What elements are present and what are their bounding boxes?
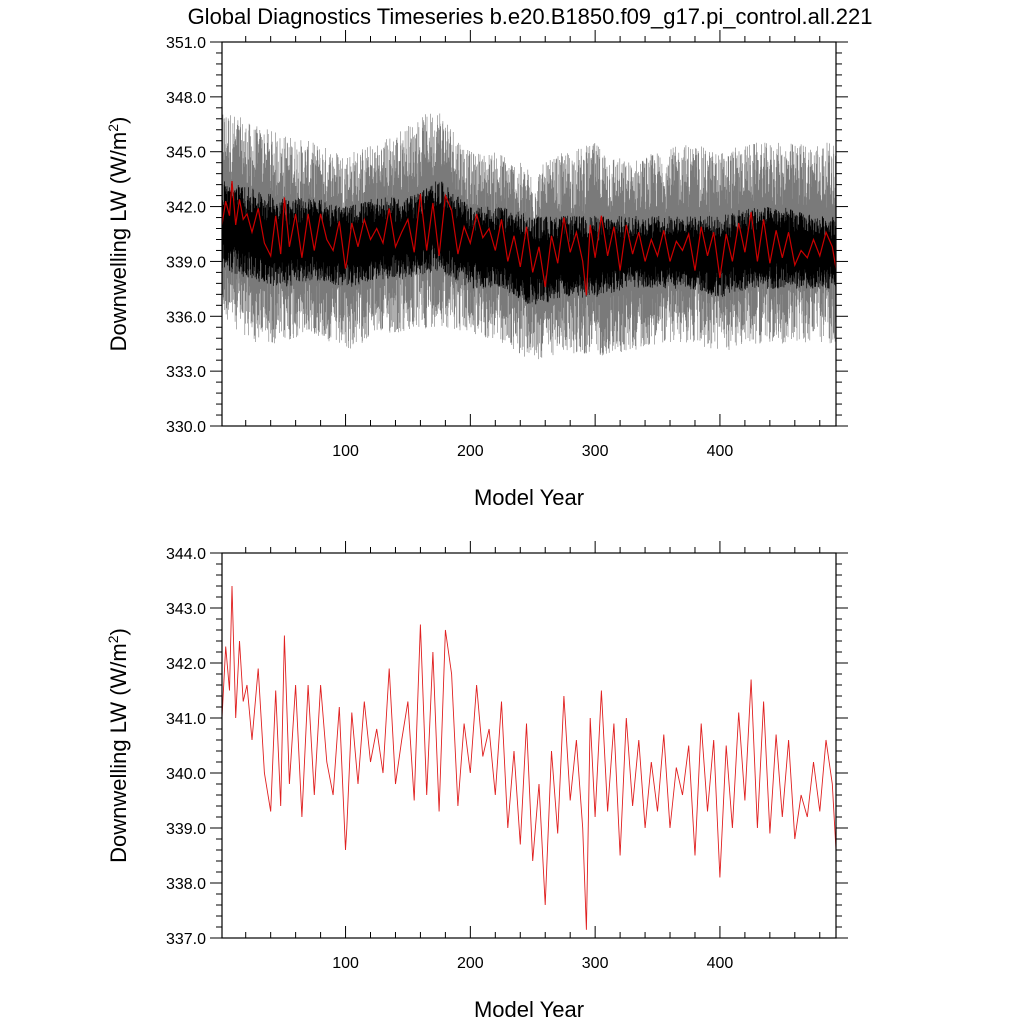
y-axis-label-text: Downwelling LW (W/m bbox=[106, 643, 131, 863]
y-axis-label-close: ) bbox=[106, 628, 131, 635]
plot-area bbox=[222, 585, 836, 930]
y-axis-label: Downwelling LW (W/m2) bbox=[105, 117, 131, 352]
y-tick-label: 339.0 bbox=[166, 254, 206, 271]
y-axis-label-superscript: 2 bbox=[105, 635, 121, 643]
top-panel: 100 200 300 400 330.0 333.0 336.0 339.0 342.0 345… bbox=[105, 30, 848, 510]
x-axis-label: Model Year bbox=[474, 485, 584, 510]
y-axis-label: Downwelling LW (W/m2) bbox=[105, 628, 131, 863]
y-axis-label-close: ) bbox=[106, 117, 131, 124]
x-tick-label: 400 bbox=[707, 955, 734, 972]
annual-mean-line bbox=[222, 585, 836, 930]
y-tick-label: 342.0 bbox=[166, 200, 206, 217]
x-tick-label: 100 bbox=[332, 955, 359, 972]
x-tick-label: 300 bbox=[582, 443, 609, 460]
x-tick-label: 100 bbox=[332, 443, 359, 460]
y-tick-label: 348.0 bbox=[166, 90, 206, 107]
x-tick-label: 400 bbox=[707, 443, 734, 460]
y-tick-label: 333.0 bbox=[166, 364, 206, 381]
y-tick-label: 351.0 bbox=[166, 35, 206, 52]
y-tick-label: 330.0 bbox=[166, 419, 206, 436]
x-tick-label: 200 bbox=[457, 955, 484, 972]
plot-frame bbox=[221, 41, 837, 427]
plot-frame bbox=[221, 552, 837, 939]
y-tick-label: 342.0 bbox=[166, 656, 206, 673]
y-tick-label: 337.0 bbox=[166, 931, 206, 948]
bottom-panel: 100 200 300 400 337.0 338.0 339.0 340.0 341.0 342… bbox=[105, 541, 848, 1022]
plot-area bbox=[222, 106, 836, 360]
x-tick-label: 200 bbox=[457, 443, 484, 460]
y-tick-label: 343.0 bbox=[166, 601, 206, 618]
y-tick-label: 339.0 bbox=[166, 821, 206, 838]
y-tick-label: 345.0 bbox=[166, 145, 206, 162]
figure-title: Global Diagnostics Timeseries b.e20.B185… bbox=[188, 4, 873, 29]
annual-mean-line bbox=[222, 180, 836, 296]
y-axis-label-text: Downwelling LW (W/m bbox=[106, 132, 131, 352]
y-axis-label-superscript: 2 bbox=[105, 124, 121, 132]
y-tick-label: 341.0 bbox=[166, 711, 206, 728]
x-axis-label: Model Year bbox=[474, 997, 584, 1022]
y-tick-label: 338.0 bbox=[166, 876, 206, 893]
x-tick-label: 300 bbox=[582, 955, 609, 972]
y-tick-label: 344.0 bbox=[166, 546, 206, 563]
y-tick-label: 336.0 bbox=[166, 309, 206, 326]
y-tick-label: 340.0 bbox=[166, 766, 206, 783]
